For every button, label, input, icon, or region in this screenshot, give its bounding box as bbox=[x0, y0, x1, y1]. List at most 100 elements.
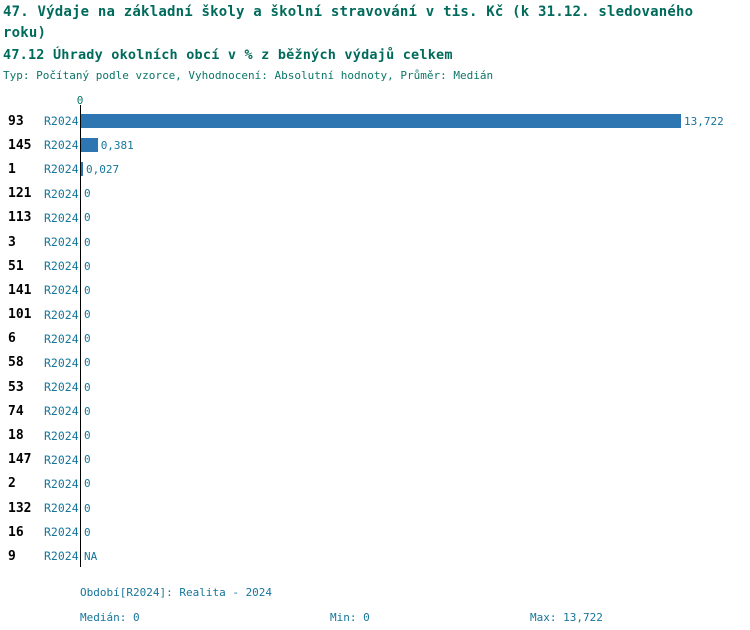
row-period: R2024 bbox=[44, 307, 79, 322]
row-bar-area: 0 bbox=[81, 278, 750, 302]
row-period: R2024 bbox=[44, 355, 79, 370]
row-bar[interactable] bbox=[81, 138, 98, 153]
row-period: R2024 bbox=[44, 428, 79, 443]
chart-row: 132 R2024 0 bbox=[0, 496, 750, 520]
row-value: 0 bbox=[84, 187, 91, 201]
row-period: R2024 bbox=[44, 283, 79, 298]
chart-rows: 93 R2024 13,722 145 R2024 0,381 1 R2024 … bbox=[0, 105, 750, 569]
row-period: R2024 bbox=[44, 331, 79, 346]
row-value: 13,722 bbox=[684, 114, 724, 128]
row-period: R2024 bbox=[44, 162, 79, 177]
chart-row: 113 R2024 0 bbox=[0, 206, 750, 230]
row-bar[interactable] bbox=[81, 114, 681, 129]
row-period: R2024 bbox=[44, 525, 79, 540]
row-id: 53 bbox=[8, 379, 24, 395]
row-id: 145 bbox=[8, 137, 32, 153]
chart-row: 51 R2024 0 bbox=[0, 254, 750, 278]
y-axis-line bbox=[80, 105, 81, 567]
row-period: R2024 bbox=[44, 235, 79, 250]
chart-row: 6 R2024 0 bbox=[0, 327, 750, 351]
row-bar-area: 0 bbox=[81, 448, 750, 472]
row-bar-area: 0 bbox=[81, 230, 750, 254]
row-id: 16 bbox=[8, 524, 24, 540]
chart-row: 145 R2024 0,381 bbox=[0, 133, 750, 157]
footer-stats: Medián: 0 Min: 0 Max: 13,722 bbox=[80, 611, 750, 624]
row-value: 0 bbox=[84, 308, 91, 322]
row-bar-area: 13,722 bbox=[81, 109, 750, 133]
chart-row: 74 R2024 0 bbox=[0, 399, 750, 423]
row-id: 18 bbox=[8, 428, 24, 444]
row-value: 0 bbox=[84, 211, 91, 225]
row-bar-area: 0 bbox=[81, 399, 750, 423]
row-id: 58 bbox=[8, 355, 24, 371]
row-bar-area: 0 bbox=[81, 520, 750, 544]
row-period: R2024 bbox=[44, 476, 79, 491]
axis-header: 0 bbox=[0, 89, 750, 109]
row-id: 9 bbox=[8, 548, 16, 564]
row-period: R2024 bbox=[44, 404, 79, 419]
row-value: 0,027 bbox=[86, 162, 120, 176]
row-bar-area: 0,027 bbox=[81, 157, 750, 181]
row-id: 1 bbox=[8, 161, 16, 177]
row-period: R2024 bbox=[44, 501, 79, 516]
chart-row: 2 R2024 0 bbox=[0, 472, 750, 496]
row-id: 3 bbox=[8, 234, 16, 250]
chart-row: 9 R2024 NA bbox=[0, 544, 750, 568]
row-id: 113 bbox=[8, 210, 32, 226]
row-id: 101 bbox=[8, 307, 32, 323]
row-value: 0 bbox=[84, 525, 91, 539]
row-id: 147 bbox=[8, 452, 32, 468]
chart-title-line1: 47. Výdaje na základní školy a školní st… bbox=[3, 4, 694, 41]
row-id: 2 bbox=[8, 476, 16, 492]
row-value: NA bbox=[84, 549, 98, 563]
row-bar-area: 0 bbox=[81, 206, 750, 230]
footer-period-label: Období[R2024]: Realita - 2024 bbox=[80, 585, 273, 599]
row-id: 6 bbox=[8, 331, 16, 347]
row-bar-area: 0 bbox=[81, 472, 750, 496]
row-value: 0 bbox=[84, 501, 91, 515]
row-period: R2024 bbox=[44, 138, 79, 153]
row-value: 0 bbox=[84, 404, 91, 418]
row-value: 0 bbox=[84, 453, 91, 467]
row-period: R2024 bbox=[44, 452, 79, 467]
row-period: R2024 bbox=[44, 210, 79, 225]
row-period: R2024 bbox=[44, 549, 79, 564]
chart-row: 101 R2024 0 bbox=[0, 303, 750, 327]
row-id: 141 bbox=[8, 282, 32, 298]
footer-median: Medián: 0 bbox=[80, 610, 140, 624]
chart-title-line2: 47.12 Úhrady okolních obcí v % z běžných… bbox=[3, 47, 453, 63]
chart-row: 1 R2024 0,027 bbox=[0, 157, 750, 181]
chart-row: 18 R2024 0 bbox=[0, 423, 750, 447]
row-id: 74 bbox=[8, 403, 24, 419]
chart-row: 58 R2024 0 bbox=[0, 351, 750, 375]
chart-row: 3 R2024 0 bbox=[0, 230, 750, 254]
row-value: 0 bbox=[84, 259, 91, 273]
row-period: R2024 bbox=[44, 380, 79, 395]
chart-row: 53 R2024 0 bbox=[0, 375, 750, 399]
row-bar-area: 0 bbox=[81, 375, 750, 399]
chart-row: 141 R2024 0 bbox=[0, 278, 750, 302]
row-value: 0 bbox=[84, 283, 91, 297]
row-id: 132 bbox=[8, 500, 32, 516]
row-bar-area: 0 bbox=[81, 351, 750, 375]
row-value: 0 bbox=[84, 429, 91, 443]
row-bar-area: 0 bbox=[81, 496, 750, 520]
row-value: 0,381 bbox=[100, 138, 134, 152]
row-bar-area: 0 bbox=[81, 423, 750, 447]
chart-row: 16 R2024 0 bbox=[0, 520, 750, 544]
row-period: R2024 bbox=[44, 186, 79, 201]
footer-max: Max: 13,722 bbox=[530, 610, 603, 624]
chart-footer: Období[R2024]: Realita - 2024 Medián: 0 … bbox=[0, 586, 750, 624]
chart-subtitle: Typ: Počítaný podle vzorce, Vyhodnocení:… bbox=[3, 69, 494, 82]
axis-zero-label: 0 bbox=[76, 94, 84, 107]
row-bar[interactable] bbox=[81, 162, 83, 177]
row-period: R2024 bbox=[44, 114, 79, 129]
row-bar-area: NA bbox=[81, 544, 750, 568]
row-value: 0 bbox=[84, 332, 91, 346]
row-id: 51 bbox=[8, 258, 24, 274]
footer-min: Min: 0 bbox=[330, 610, 370, 624]
row-bar-area: 0 bbox=[81, 182, 750, 206]
row-value: 0 bbox=[84, 380, 91, 394]
bar-chart: 0 93 R2024 13,722 145 R2024 0,381 1 R202… bbox=[0, 89, 750, 569]
row-id: 93 bbox=[8, 113, 24, 129]
